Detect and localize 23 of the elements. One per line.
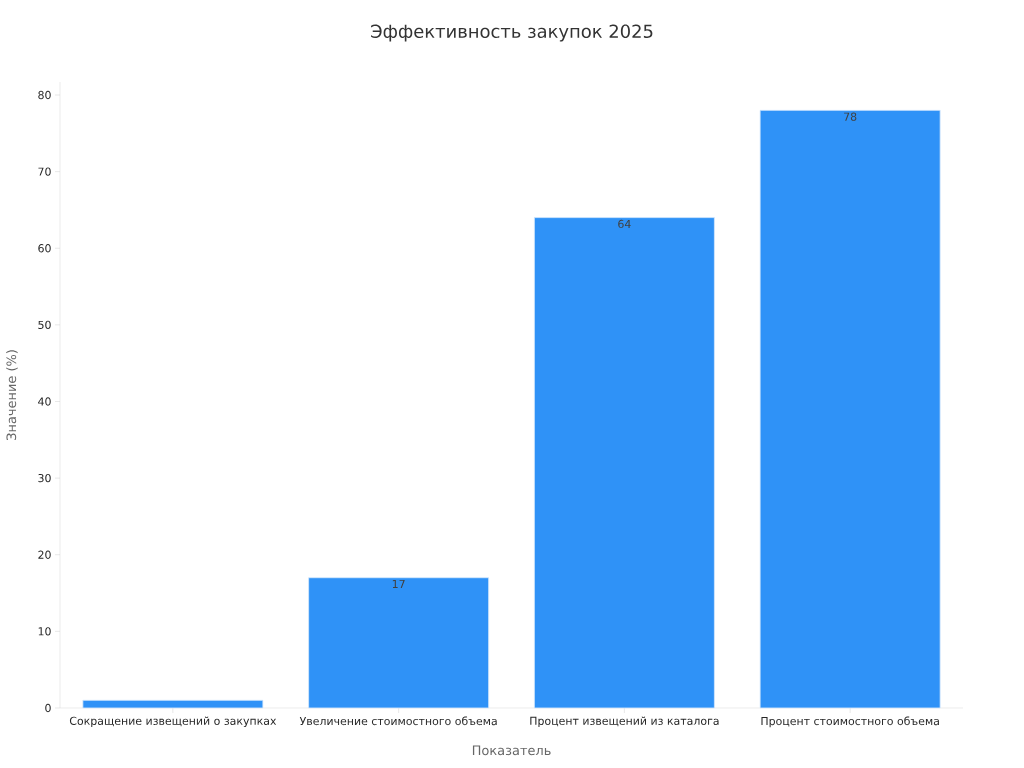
y-tick-label: 10 — [38, 627, 51, 636]
y-tick-label: 0 — [45, 703, 51, 713]
y-tick-label: 40 — [38, 397, 51, 406]
x-tick-label: Увеличение стоимостного объема — [299, 716, 497, 726]
x-tick-label: Процент стоимостного объема — [761, 716, 939, 728]
y-tick-label: 70 — [38, 167, 51, 176]
y-tick-label: 80 — [38, 90, 51, 100]
data-label: 17 — [392, 579, 405, 588]
bar — [533, 217, 715, 709]
bar — [759, 109, 941, 709]
data-label: 64 — [618, 219, 631, 229]
chart-title: Эффективность закупок 2025 — [371, 24, 653, 42]
x-tick-label: Процент извещений из каталога — [530, 716, 719, 728]
y-tick-label: 20 — [38, 550, 51, 559]
y-tick-label: 50 — [38, 320, 51, 330]
x-axis-title: Показатель — [472, 745, 551, 756]
bar — [82, 699, 264, 709]
y-tick-label: 60 — [38, 244, 51, 253]
x-tick-label: Сокращение извещений о закупках — [69, 716, 277, 728]
bar — [308, 577, 490, 709]
y-axis-title: Значение (%) — [6, 350, 18, 440]
data-label: 78 — [844, 112, 857, 121]
y-tick-label: 30 — [38, 473, 51, 483]
